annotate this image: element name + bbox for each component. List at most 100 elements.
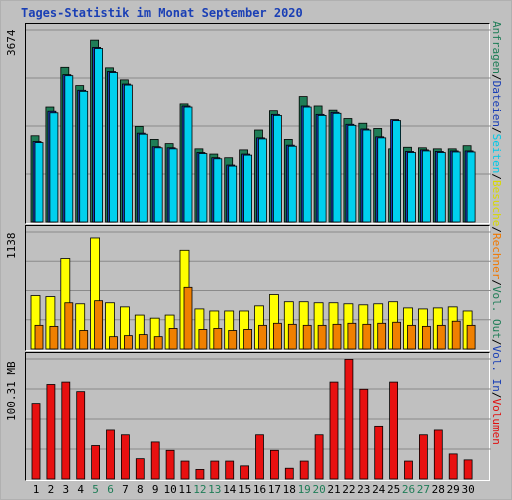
bar-volumen-day-26 — [404, 460, 413, 480]
bar-seiten-day-15 — [243, 154, 253, 223]
bar-rechner-day-22 — [347, 322, 357, 350]
bar-volumen-day-6 — [106, 429, 115, 480]
bar-rechner-day-21 — [332, 323, 342, 350]
bar-volumen-day-29 — [448, 453, 458, 480]
bar-volumen-day-20 — [314, 434, 324, 480]
legend-item-vol-in: Vol. In — [490, 345, 503, 392]
bar-seiten-day-23 — [362, 129, 372, 223]
bar-volumen-day-5 — [91, 445, 100, 480]
bar-rechner-day-13 — [213, 328, 223, 350]
legend-separator: / — [490, 338, 503, 346]
bar-volumen-day-24 — [374, 425, 384, 480]
bar-seiten-day-11 — [183, 106, 193, 223]
bar-volumen-day-23 — [359, 388, 369, 480]
bar-rechner-day-30 — [466, 324, 476, 350]
x-tick-label-11: 11 — [178, 483, 192, 496]
bar-volumen-day-27 — [418, 434, 428, 480]
x-tick-label-26: 26 — [401, 483, 416, 496]
bar-volumen-day-17 — [269, 449, 279, 480]
bar-seiten-day-10 — [168, 148, 178, 223]
bar-volumen-day-30 — [463, 459, 473, 480]
bar-seiten-day-25 — [392, 120, 402, 223]
bar-seiten-day-9 — [153, 147, 163, 223]
x-tick-label-9: 9 — [151, 483, 159, 496]
vertical-legend: Anfragen / Dateien / Seiten / Besuche / … — [490, 21, 503, 445]
volume-plot — [26, 358, 491, 480]
x-tick-label-2: 2 — [47, 483, 55, 496]
bar-volumen-day-3 — [61, 381, 71, 480]
bar-rechner-day-15 — [243, 329, 253, 350]
legend-separator: / — [490, 126, 503, 134]
bar-volumen-day-7 — [121, 434, 130, 480]
bar-volumen-day-8 — [135, 458, 145, 480]
bar-seiten-day-20 — [317, 114, 327, 223]
x-tick-label-29: 29 — [446, 483, 460, 496]
bar-volumen-day-9 — [150, 441, 160, 480]
bar-rechner-day-28 — [436, 324, 446, 350]
bar-seiten-day-17 — [272, 114, 282, 223]
x-tick-label-10: 10 — [163, 483, 177, 496]
legend-item-seiten: Seiten — [490, 133, 503, 174]
bar-rechner-day-3 — [64, 302, 74, 350]
hits-plot — [26, 29, 491, 223]
bar-volumen-day-16 — [255, 434, 264, 480]
x-tick-label-22: 22 — [342, 483, 356, 496]
bar-volumen-day-13 — [210, 460, 220, 480]
bar-seiten-day-13 — [213, 158, 223, 223]
visits-plot — [26, 231, 491, 350]
x-tick-label-25: 25 — [386, 483, 401, 496]
bar-seiten-day-8 — [138, 133, 148, 223]
x-tick-label-17: 17 — [267, 483, 282, 496]
bar-seiten-day-12 — [198, 153, 208, 223]
bar-rechner-day-18 — [287, 323, 297, 350]
legend-separator: / — [490, 173, 503, 180]
bar-seiten-day-16 — [258, 138, 267, 223]
bar-rechner-day-25 — [392, 321, 402, 350]
x-tick-label-19: 19 — [297, 483, 311, 496]
bar-volumen-day-19 — [299, 460, 309, 480]
x-tick-label-30: 30 — [461, 483, 475, 496]
bar-volumen-day-14 — [225, 460, 235, 480]
bar-volumen-day-10 — [165, 449, 175, 480]
x-tick-label-8: 8 — [136, 483, 144, 496]
x-tick-label-3: 3 — [62, 483, 70, 496]
bar-seiten-day-5 — [94, 48, 103, 223]
bar-rechner-day-10 — [168, 328, 178, 350]
bar-rechner-day-27 — [421, 325, 431, 350]
bar-rechner-day-29 — [451, 320, 461, 350]
bar-seiten-day-18 — [287, 145, 297, 223]
bar-seiten-day-4 — [79, 90, 89, 223]
bar-rechner-day-23 — [362, 323, 372, 350]
bar-volumen-day-21 — [329, 381, 339, 480]
bar-rechner-day-12 — [198, 329, 208, 350]
x-tick-label-7: 7 — [122, 483, 129, 496]
bar-seiten-day-30 — [466, 151, 476, 223]
x-tick-label-14: 14 — [223, 483, 237, 496]
bar-seiten-day-2 — [49, 112, 59, 223]
bar-volumen-day-18 — [284, 467, 294, 480]
x-tick-label-18: 18 — [282, 483, 296, 496]
x-tick-label-28: 28 — [431, 483, 445, 496]
bar-seiten-day-14 — [228, 165, 238, 223]
bar-rechner-day-4 — [79, 330, 89, 350]
bar-rechner-day-9 — [153, 336, 163, 350]
x-tick-label-21: 21 — [327, 483, 341, 496]
bar-rechner-day-24 — [377, 322, 387, 350]
volume-ymax-label: 100.31 MB — [5, 361, 18, 421]
bar-seiten-day-28 — [436, 152, 446, 223]
x-tick-label-1: 1 — [32, 483, 40, 496]
bar-rechner-day-8 — [138, 334, 148, 350]
bar-volumen-day-2 — [46, 384, 56, 480]
x-tick-label-23: 23 — [357, 483, 371, 496]
x-tick-label-27: 27 — [416, 483, 431, 496]
bar-seiten-day-19 — [302, 106, 312, 223]
bar-rechner-day-7 — [124, 335, 133, 350]
bar-rechner-day-2 — [49, 325, 59, 350]
bar-volumen-day-22 — [344, 358, 354, 480]
legend-separator: / — [490, 391, 503, 399]
bar-seiten-day-3 — [64, 75, 74, 223]
bar-seiten-day-1 — [34, 142, 44, 223]
bar-rechner-day-16 — [258, 324, 267, 350]
x-tick-label-16: 16 — [252, 483, 267, 496]
bar-rechner-day-14 — [228, 330, 238, 350]
